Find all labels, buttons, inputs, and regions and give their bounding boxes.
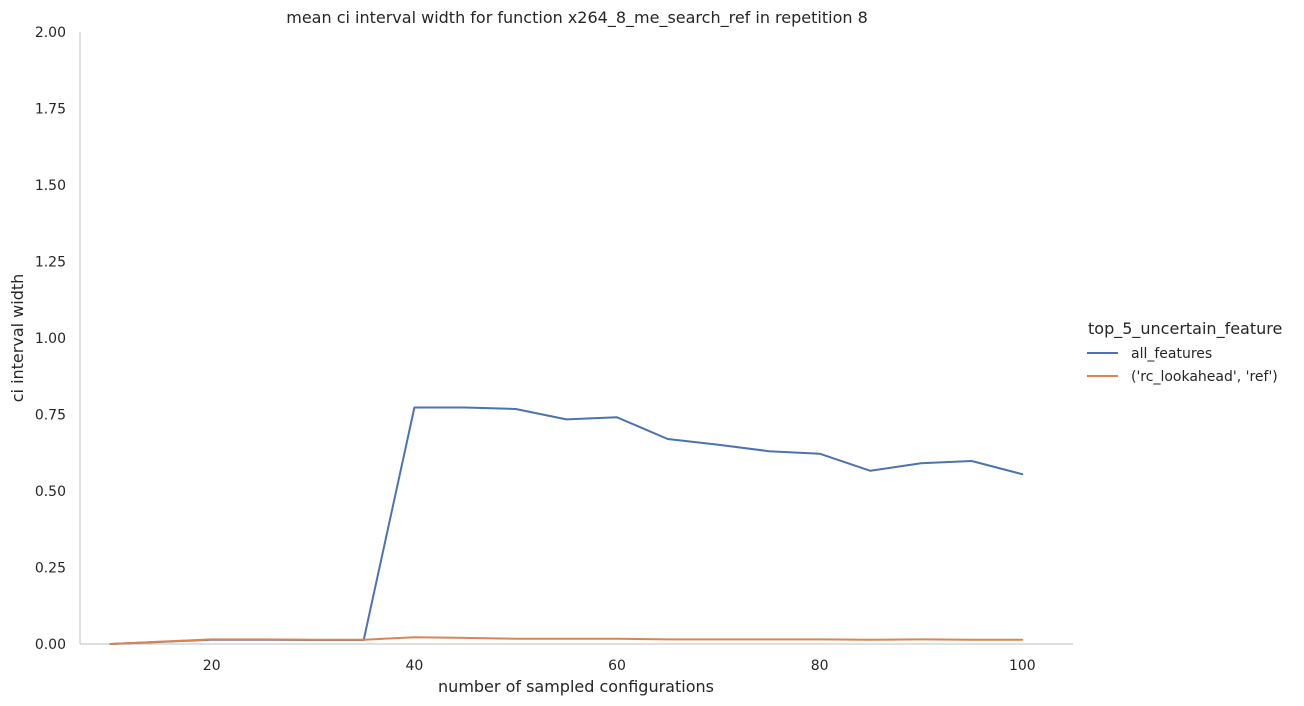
x-tick-label: 40 [405,658,423,674]
x-tick-label: 100 [1009,658,1036,674]
series-lines [109,406,1024,645]
y-tick-label: 0.00 [35,637,66,653]
y-tick-label: 2.00 [35,25,66,41]
x-tick-label: 80 [811,658,829,674]
y-tick-label: 1.25 [35,255,66,271]
legend-title: top_5_uncertain_feature [1088,319,1282,339]
chart-title: mean ci interval width for function x264… [286,8,868,28]
y-tick-label: 1.00 [35,331,66,347]
legend-label: ('rc_lookahead', 'ref') [1131,369,1278,385]
x-axis: 20 40 60 80 100 number of sampled configurat… [80,643,1073,696]
y-tick-label: 1.75 [35,102,66,118]
y-tick-labels: 0.00 0.25 0.50 0.75 1.00 1.25 1.50 1.75 2.00 [35,25,66,653]
legend-label: all_features [1131,346,1212,362]
y-axis: 0.00 0.25 0.50 0.75 1.00 1.25 1.50 1.75 2.00 ci … [8,25,81,653]
x-tick-labels: 20 40 60 80 100 [203,658,1036,674]
y-axis-label: ci interval width [8,274,27,403]
x-axis-label: number of sampled configurations [438,677,714,696]
x-tick-label: 60 [608,658,626,674]
y-tick-label: 0.75 [35,408,66,424]
series-line-1 [109,636,1024,645]
x-tick-label: 20 [203,658,221,674]
legend: top_5_uncertain_feature all_features ('rc… [1087,319,1282,385]
y-tick-label: 0.25 [35,561,66,577]
legend-items: all_features ('rc_lookahead', 'ref') [1087,346,1278,385]
y-tick-label: 1.50 [35,178,66,194]
y-tick-label: 0.50 [35,484,66,500]
series-line-0 [109,406,1024,645]
